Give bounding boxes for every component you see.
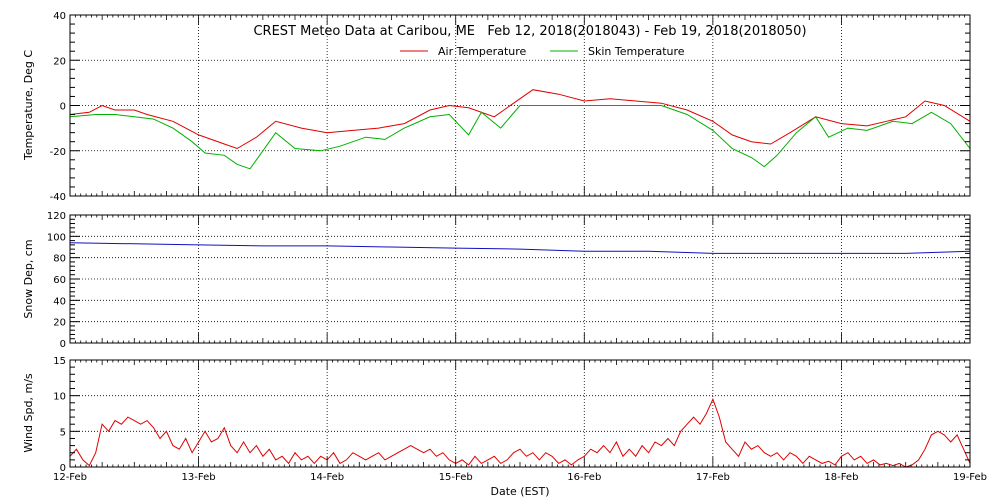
wind-ytick-label: 10: [53, 392, 66, 403]
temperature-axis-title: Temperature, Deg C: [22, 50, 35, 161]
date-tick-label: 18-Feb: [824, 472, 858, 483]
wind-ytick-labels: 0 5 10 15: [53, 356, 66, 474]
wind-axis-title: Wind Spd, m/s: [22, 373, 35, 453]
snow-grid: [70, 215, 970, 343]
chart-title: CREST Meteo Data at Caribou, ME Feb 12, …: [253, 24, 806, 39]
date-tick-label: 17-Feb: [696, 472, 730, 483]
legend-label-skin: Skin Temperature: [588, 45, 685, 58]
snow-ytick-label: 60: [53, 275, 66, 286]
snow-ytick-labels: 0 20 40 60 80 100 120: [47, 211, 66, 350]
snow-ytick-label: 20: [53, 318, 66, 329]
temperature-ytick-label: 40: [53, 11, 66, 22]
wind-series: [69, 397, 971, 468]
date-tick-label: 19-Feb: [953, 472, 987, 483]
temperature-ticks: [69, 14, 971, 197]
legend: Air Temperature Skin Temperature: [400, 45, 685, 58]
snow-ytick-label: 0: [60, 339, 66, 350]
snow-ticks: [69, 214, 971, 344]
air-temperature-series-line: [69, 89, 971, 150]
wind-grid: [70, 360, 970, 467]
snow-axis-title: Snow Dep, cm: [22, 239, 35, 318]
wind-ytick-label: 5: [60, 427, 66, 438]
temperature-ytick-labels: -40 -20 0 20 40: [50, 11, 66, 203]
wind-series-line: [69, 397, 971, 468]
temperature-ytick-label: -20: [50, 147, 66, 158]
snow-ytick-label: 120: [47, 211, 66, 222]
skin-temperature-series-line: [69, 105, 971, 170]
temperature-ytick-label: -40: [50, 192, 66, 203]
temperature-panel: -40 -20 0 20 40 Temperature, Deg C CREST Met…: [22, 11, 971, 203]
wind-ticks: [69, 359, 971, 468]
legend-label-air: Air Temperature: [438, 45, 527, 58]
date-tick-label: 15-Feb: [439, 472, 473, 483]
date-tick-label: 13-Feb: [182, 472, 216, 483]
snow-ytick-label: 40: [53, 296, 66, 307]
temperature-ytick-label: 0: [60, 102, 66, 113]
snow-ytick-label: 100: [47, 232, 66, 243]
temperature-series: [69, 89, 971, 170]
date-tick-label: 16-Feb: [567, 472, 601, 483]
date-tick-label: 14-Feb: [310, 472, 344, 483]
wind-ytick-label: 0: [60, 463, 66, 474]
date-tick-label: 12-Feb: [53, 472, 87, 483]
date-tick-labels: 12-Feb 13-Feb 14-Feb 15-Feb 16-Feb 17-Feb 18-F…: [53, 472, 987, 483]
wind-ytick-label: 15: [53, 356, 66, 367]
snow-depth-panel: 0 20 40 60 80 100 120 Snow Dep, cm: [22, 211, 971, 350]
snow-series: [69, 242, 971, 254]
wind-frame: [69, 359, 971, 468]
x-axis-title: Date (EST): [490, 485, 549, 498]
snow-series-line: [69, 242, 971, 254]
snow-ytick-label: 80: [53, 254, 66, 265]
temperature-ytick-label: 20: [53, 56, 66, 67]
temperature-grid: [70, 15, 970, 196]
